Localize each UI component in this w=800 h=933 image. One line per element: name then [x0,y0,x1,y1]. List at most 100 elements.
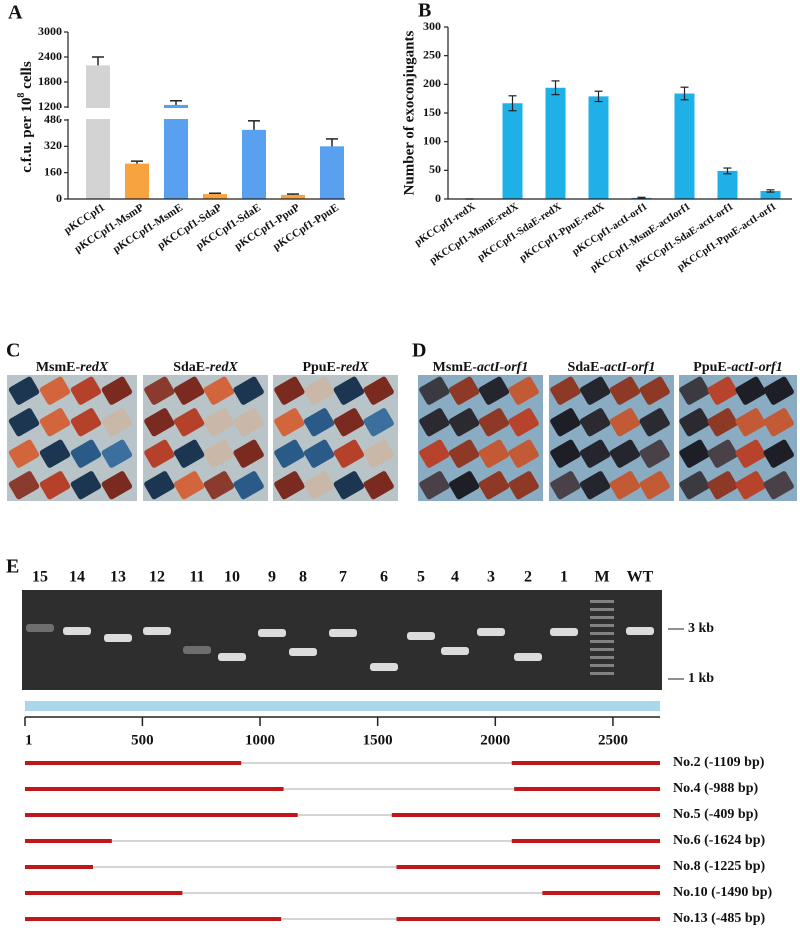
plug [333,408,365,437]
plug [579,471,611,500]
gene: actI-orf1 [731,360,782,375]
plug [363,471,394,500]
gel-band [441,647,469,655]
panel-label: D [412,340,426,362]
plug [639,439,670,468]
gene: actI-orf1 [477,360,528,375]
plug [233,439,264,468]
plug [550,439,581,468]
lane-label: WT [627,569,654,586]
photo-title: MsmE-actI-orf1 [433,360,529,375]
gene: redX [341,360,370,375]
plug [763,471,794,500]
marker-label: 3 kb [688,621,714,636]
plug [363,376,394,405]
lane-label: 5 [417,569,425,586]
plug [679,439,710,468]
bar [760,190,781,199]
plug [144,376,175,405]
plug [609,439,641,468]
gel-band [218,653,246,661]
plug [550,471,581,500]
x-tick-label: 2500 [598,732,628,748]
lane-label: 6 [380,569,388,586]
ladder-band [590,656,614,659]
plug [274,439,305,468]
photo-title: PpuE-actI-orf1 [693,360,782,375]
plug [101,408,133,437]
gene: redX [210,360,239,375]
plug [609,471,641,500]
plug [144,439,175,468]
deletion-label: No.8 (-1225 bp) [673,859,766,874]
y-tick-label: 150 [423,105,441,119]
plug [419,408,450,437]
plug [303,471,335,500]
y-tick-label: 2400 [38,49,62,63]
plug [579,408,611,437]
strain: MsmE- [433,360,478,375]
plug [274,408,305,437]
gel-band [370,663,398,671]
lane-label: 13 [110,569,126,586]
x-tick-label: 2000 [480,732,510,748]
plug [419,471,450,500]
deletion-label: No.5 (-409 bp) [673,807,759,822]
y-tick-label: 200 [423,76,441,90]
plug [203,408,235,437]
plug [550,376,581,405]
y-tick-label: 300 [423,19,441,33]
ladder-band [590,632,614,635]
plug [8,408,40,437]
plug [70,471,102,500]
plug [70,376,102,405]
photo-title: SdaE-actI-orf1 [568,360,656,375]
plug [144,408,175,437]
y-axis-label-text: c.f.u. per 10 [19,98,35,173]
plug [274,376,305,405]
plug [639,471,670,500]
panel-label: B [418,0,431,22]
plug [333,376,365,405]
gel-band [258,629,286,637]
bar [502,103,523,199]
gel-band [143,627,171,635]
plug [8,376,40,405]
plug [363,408,394,437]
plug [333,439,365,468]
panel-label: E [6,556,19,578]
plug [679,408,710,437]
plug [478,471,510,500]
gene: redX [80,360,109,375]
sequence-bar [25,701,660,711]
photo-title: PpuE-redX [302,360,369,375]
plug [233,471,264,500]
bar [86,65,110,199]
bar [125,163,149,199]
plug [508,439,539,468]
plug [679,376,710,405]
plug [39,439,71,468]
gel-band [63,627,91,635]
plug [508,376,539,405]
lane-label: 3 [487,569,495,586]
plug [679,471,710,500]
gel-band [407,632,435,640]
plug [508,408,539,437]
deletion-label: No.4 (-988 bp) [673,781,759,796]
y-tick-label: 1200 [38,99,62,113]
plug [144,471,175,500]
plug [639,376,670,405]
plug [173,471,205,500]
plug [579,376,611,405]
y-tick-label: 50 [429,162,441,176]
plug [203,376,235,405]
lane-label: 11 [189,569,204,586]
lane-label: 12 [149,569,165,586]
ladder-band [590,600,614,603]
bar [717,170,738,199]
y-tick-label: 100 [423,133,441,147]
plug [419,376,450,405]
ladder-band [590,640,614,643]
